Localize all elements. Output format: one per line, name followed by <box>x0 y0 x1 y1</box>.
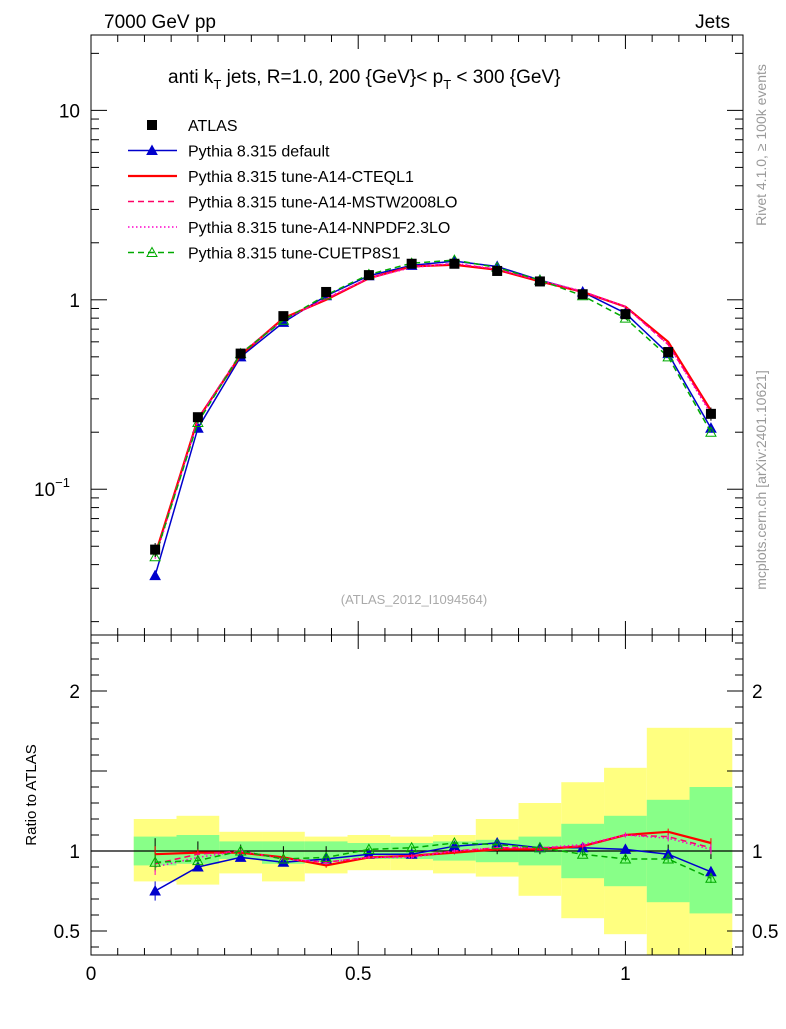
y-tick-label: 2 <box>69 682 80 703</box>
y-tick-exponent: −1 <box>55 475 70 490</box>
title-part-a: anti k <box>168 67 214 88</box>
data-point <box>278 311 288 321</box>
data-point <box>492 266 502 276</box>
y-tick-label: 1 <box>69 842 80 863</box>
x-tick-label: 0.5 <box>345 964 371 985</box>
legend-label: Pythia 8.315 tune-CUETP8S1 <box>188 246 401 263</box>
data-point <box>620 309 630 319</box>
ratio-ylabel: Ratio to ATLAS <box>23 744 40 845</box>
header-left: 7000 GeV pp <box>104 12 216 33</box>
title-part-c: jets, R=1.0, 200 {GeV}< p <box>221 67 443 88</box>
y-tick-label-right: 1 <box>752 842 763 863</box>
legend-label: Pythia 8.315 default <box>188 144 330 161</box>
data-point <box>706 409 716 419</box>
data-point <box>407 259 417 269</box>
data-point <box>193 412 203 422</box>
data-point <box>449 259 459 269</box>
mcplots-label: mcplots.cern.ch [arXiv:2401.10621] <box>753 370 769 589</box>
data-point <box>236 349 246 359</box>
x-tick-label: 0 <box>86 964 97 985</box>
legend-label: Pythia 8.315 tune-A14-MSTW2008LO <box>188 195 457 212</box>
data-point <box>150 545 160 555</box>
header-right: Jets <box>695 12 730 33</box>
data-point <box>663 347 673 357</box>
title-sub-2: T <box>443 77 451 92</box>
y-tick-label: 10 <box>59 101 80 122</box>
x-tick-label: 1 <box>620 964 631 985</box>
data-point <box>321 287 331 297</box>
legend-label: Pythia 8.315 tune-A14-CTEQL1 <box>188 169 414 186</box>
figure: 7000 GeV pp Jets Rivet 4.1.0, ≥ 100k eve… <box>0 0 786 1024</box>
rivet-label: Rivet 4.1.0, ≥ 100k events <box>753 64 769 226</box>
y-tick-label-right: 0.5 <box>752 922 778 943</box>
y-tick-label: 1 <box>69 291 80 312</box>
data-point <box>535 276 545 286</box>
data-point <box>578 289 588 299</box>
legend-label: ATLAS <box>188 118 238 135</box>
data-point <box>364 270 374 280</box>
legend-marker <box>147 120 157 130</box>
title-part-e: < 300 {GeV} <box>451 67 560 88</box>
y-tick-label: 0.5 <box>54 922 80 943</box>
y-tick-label-right: 2 <box>752 682 763 703</box>
title-sub-1: T <box>213 77 221 92</box>
watermark: (ATLAS_2012_I1094564) <box>341 592 487 607</box>
legend-label: Pythia 8.315 tune-A14-NNPDF2.3LO <box>188 220 450 237</box>
